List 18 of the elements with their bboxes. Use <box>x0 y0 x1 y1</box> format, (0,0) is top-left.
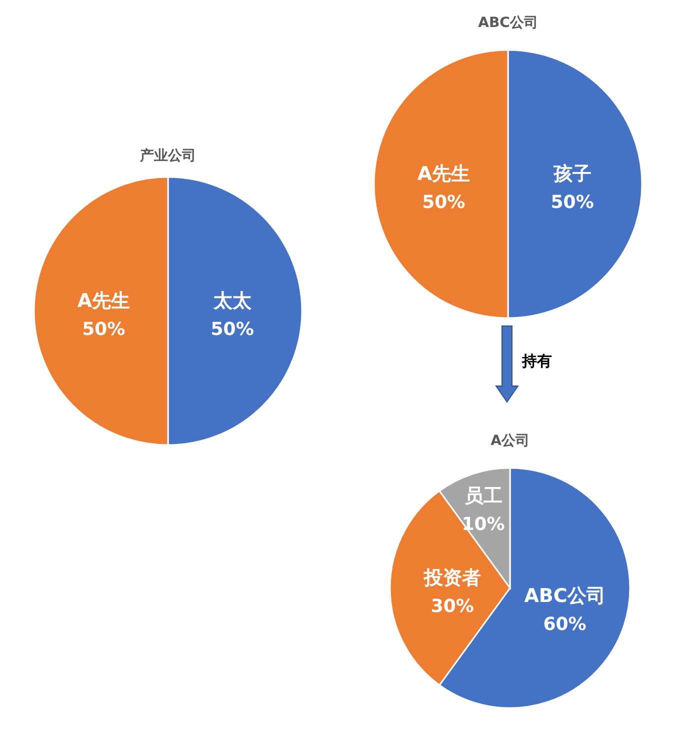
chart-title: A公司 <box>490 433 530 449</box>
slice-label: 太太 <box>212 290 252 312</box>
data-label: 50% <box>550 192 594 213</box>
chart-title: ABC公司 <box>478 15 538 31</box>
data-label: 30% <box>430 596 474 617</box>
slice-label: A先生 <box>417 163 470 185</box>
text: 持有 <box>521 352 552 370</box>
slice-label: A先生 <box>77 290 130 312</box>
chart-title: 产业公司 <box>139 147 196 164</box>
slice-label: 投资者 <box>422 567 481 589</box>
slice-label: ABC公司 <box>524 584 606 607</box>
data-label: 50% <box>82 319 126 340</box>
data-label: 10% <box>462 514 505 535</box>
slice-label: 孩子 <box>552 163 592 185</box>
data-label: 60% <box>543 614 586 635</box>
data-label: 50% <box>422 192 466 213</box>
data-label: 50% <box>210 319 254 340</box>
slice-label: 员工 <box>464 484 502 507</box>
